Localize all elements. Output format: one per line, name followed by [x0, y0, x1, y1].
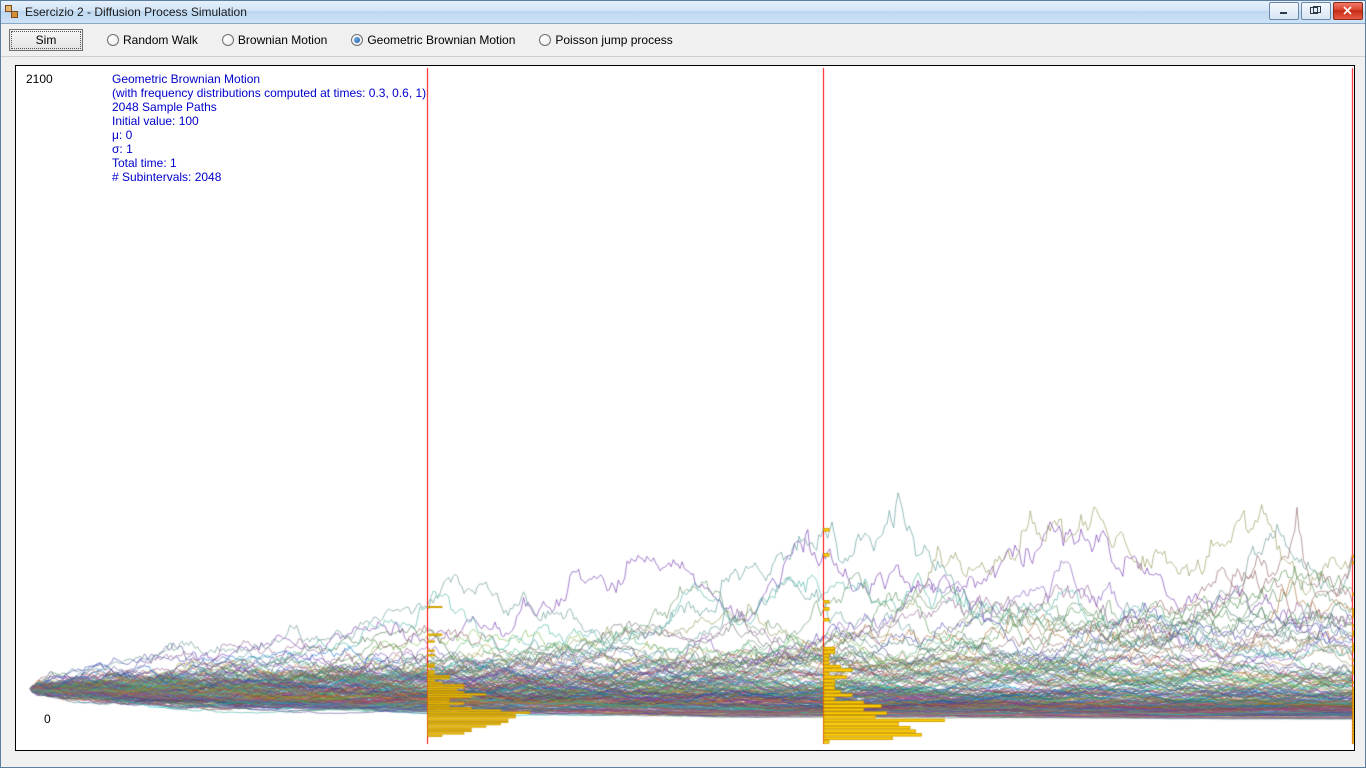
window-title: Esercizio 2 - Diffusion Process Simulati…	[25, 5, 247, 19]
radio-poisson-jump[interactable]: Poisson jump process	[539, 33, 672, 47]
radio-geometric-brownian-motion[interactable]: Geometric Brownian Motion	[351, 33, 515, 47]
radio-brownian-motion[interactable]: Brownian Motion	[222, 33, 327, 47]
client-area: 2100 0 Geometric Brownian Motion (with f…	[1, 57, 1365, 767]
minimize-icon	[1279, 6, 1289, 16]
radio-icon	[539, 34, 551, 46]
sim-button[interactable]: Sim	[9, 29, 83, 51]
minimize-button[interactable]	[1269, 2, 1299, 20]
radio-label: Brownian Motion	[238, 33, 327, 47]
radio-icon	[107, 34, 119, 46]
y-axis-max-label: 2100	[26, 72, 53, 86]
chart-area: 2100 0 Geometric Brownian Motion (with f…	[15, 65, 1355, 751]
radio-icon	[351, 34, 363, 46]
toolbar: Sim Random Walk Brownian Motion Geometri…	[1, 24, 1365, 57]
titlebar[interactable]: Esercizio 2 - Diffusion Process Simulati…	[1, 1, 1365, 24]
radio-label: Geometric Brownian Motion	[367, 33, 515, 47]
window-controls	[1269, 1, 1365, 21]
radio-label: Random Walk	[123, 33, 198, 47]
chart-info-text: Geometric Brownian Motion (with frequenc…	[112, 72, 426, 184]
radio-label: Poisson jump process	[555, 33, 672, 47]
app-icon	[5, 5, 19, 19]
maximize-icon	[1310, 6, 1322, 16]
maximize-button[interactable]	[1301, 2, 1331, 20]
close-button[interactable]	[1333, 2, 1363, 20]
app-window: Esercizio 2 - Diffusion Process Simulati…	[0, 0, 1366, 768]
radio-icon	[222, 34, 234, 46]
close-icon	[1343, 6, 1353, 16]
y-axis-min-label: 0	[44, 712, 51, 726]
radio-random-walk[interactable]: Random Walk	[107, 33, 198, 47]
